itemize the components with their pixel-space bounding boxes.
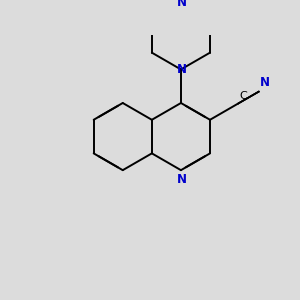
Text: C: C bbox=[239, 91, 247, 101]
Text: N: N bbox=[177, 63, 187, 76]
Text: N: N bbox=[260, 76, 270, 89]
Text: N: N bbox=[177, 173, 187, 186]
Text: N: N bbox=[177, 0, 187, 9]
